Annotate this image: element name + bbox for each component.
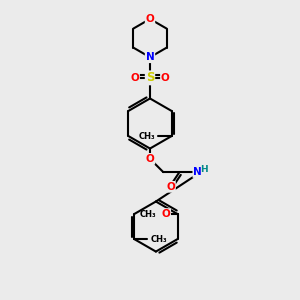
Text: O: O (166, 182, 175, 192)
Text: CH₃: CH₃ (140, 209, 156, 218)
Text: N: N (193, 167, 202, 177)
Text: O: O (161, 209, 170, 219)
Text: S: S (146, 71, 154, 84)
Text: N: N (146, 52, 154, 62)
Text: O: O (146, 154, 154, 164)
Text: H: H (200, 165, 208, 174)
Text: CH₃: CH₃ (139, 131, 155, 140)
Text: O: O (161, 73, 170, 83)
Text: CH₃: CH₃ (150, 235, 167, 244)
Text: O: O (146, 14, 154, 24)
Text: O: O (130, 73, 139, 83)
